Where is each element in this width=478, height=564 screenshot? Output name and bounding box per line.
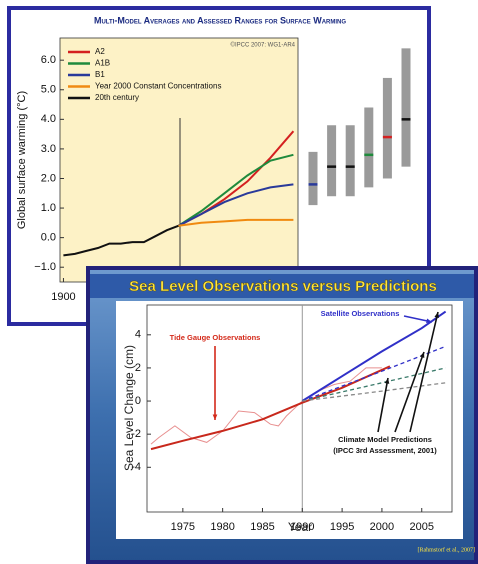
- range-bar: [346, 125, 355, 196]
- legend-label: 20th century: [95, 93, 139, 102]
- range-bar: [383, 78, 392, 179]
- x-tick-label: 1990: [290, 521, 314, 533]
- y-tick-label: 0: [135, 395, 141, 407]
- y-axis-label: Global surface warming (°C): [16, 91, 28, 229]
- x-tick-label: 2000: [370, 521, 394, 533]
- legend-label: B1: [95, 70, 105, 79]
- y-tick-label: 1.0: [41, 202, 56, 214]
- y-tick-label: 2.0: [41, 172, 56, 184]
- range-bar: [309, 152, 318, 205]
- page: Multi-Model Averages and Assessed Ranges…: [0, 0, 478, 564]
- legend-label: Year 2000 Constant Concentrations: [95, 82, 221, 91]
- y-tick-label: 3.0: [41, 143, 56, 155]
- x-tick-label: 2005: [409, 521, 433, 533]
- annotation: (IPCC 3rd Assessment, 2001): [333, 446, 437, 455]
- x-tick-label: 1980: [210, 521, 234, 533]
- plot-panel-2: [116, 301, 463, 539]
- range-bar: [364, 108, 373, 188]
- annotation: Climate Model Predictions: [338, 435, 432, 444]
- chart-title: Multi-Model Averages and Assessed Ranges…: [94, 15, 346, 25]
- y-tick-label: −1.0: [34, 261, 56, 273]
- y-tick-label: 4: [135, 329, 141, 341]
- source: [Rahmstorf et al., 2007]: [418, 546, 476, 553]
- range-bar: [327, 125, 336, 196]
- x-tick-label: 1975: [171, 521, 195, 533]
- legend-label: A2: [95, 47, 105, 56]
- y-tick-label: 4.0: [41, 113, 56, 125]
- range-bar: [402, 48, 411, 166]
- y-tick-label: -4: [131, 461, 141, 473]
- chart-title: Sea Level Observations versus Prediction…: [129, 278, 437, 295]
- legend-label: A1B: [95, 59, 110, 68]
- x-tick-label: 1900: [51, 291, 75, 303]
- copyright: ©IPCC 2007: WG1-AR4: [231, 42, 296, 49]
- figure: Multi-Model Averages and Assessed Ranges…: [0, 0, 478, 564]
- x-tick-label: 1985: [250, 521, 274, 533]
- y-tick-label: -2: [131, 428, 141, 440]
- annotation: Tide Gauge Observations: [170, 333, 261, 342]
- x-tick-label: 1995: [330, 521, 354, 533]
- y-tick-label: 6.0: [41, 54, 56, 66]
- y-tick-label: 5.0: [41, 84, 56, 96]
- annotation: Satellite Observations: [321, 309, 400, 318]
- y-tick-label: 2: [135, 362, 141, 374]
- y-tick-label: 0.0: [41, 232, 56, 244]
